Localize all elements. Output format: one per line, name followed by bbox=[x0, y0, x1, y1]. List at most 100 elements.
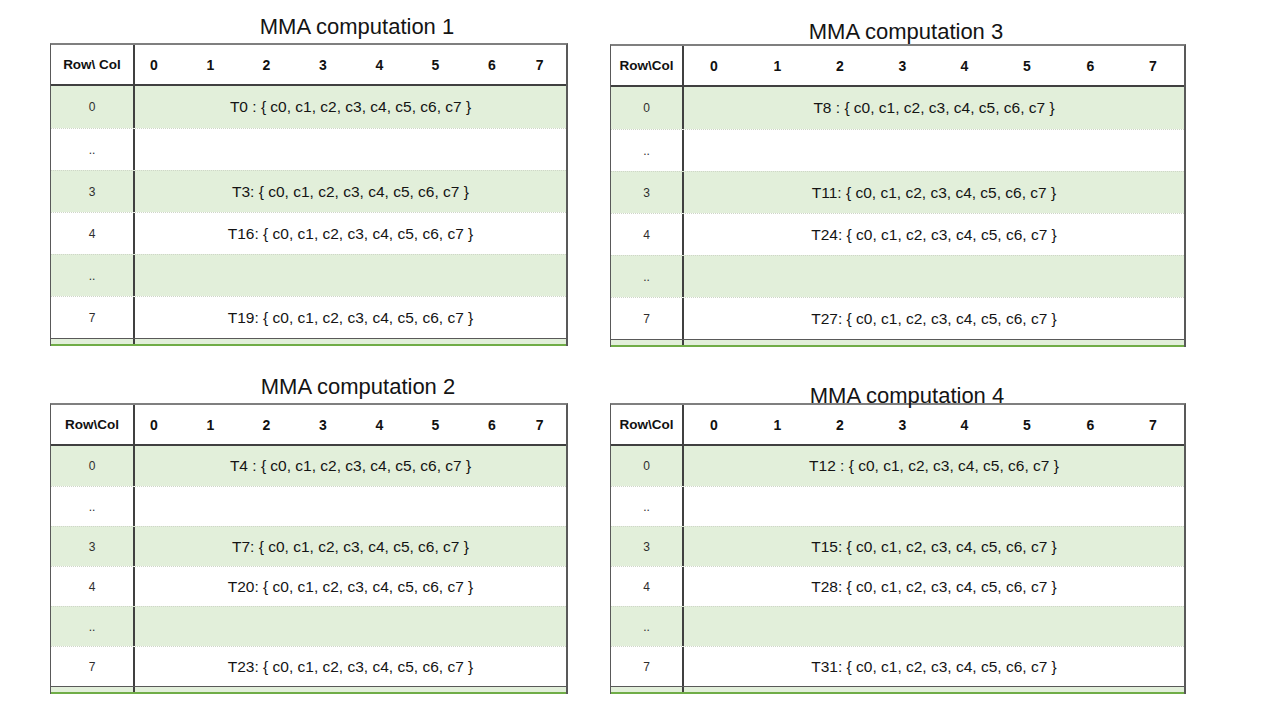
col-header-4: 4 bbox=[375, 57, 383, 73]
col-header-5: 5 bbox=[1023, 58, 1031, 74]
table-row: 0 T0 : { c0, c1, c2, c3, c4, c5, c6, c7 … bbox=[51, 86, 566, 128]
cropped-row-value-cell bbox=[135, 339, 566, 344]
row-value: T15: { c0, c1, c2, c3, c4, c5, c6, c7 } bbox=[684, 527, 1184, 566]
cropped-next-row bbox=[51, 687, 566, 694]
col-header-1: 1 bbox=[207, 57, 215, 73]
row-label: .. bbox=[51, 607, 135, 646]
table-body: 0 T4 : { c0, c1, c2, c3, c4, c5, c6, c7 … bbox=[51, 446, 566, 687]
row-label: 3 bbox=[51, 527, 135, 566]
row-value: T20: { c0, c1, c2, c3, c4, c5, c6, c7 } bbox=[135, 567, 566, 606]
col-header-6: 6 bbox=[1087, 417, 1095, 433]
cropped-row-label-cell bbox=[51, 687, 135, 692]
cropped-row-value-cell bbox=[684, 340, 1184, 345]
row-label: .. bbox=[611, 607, 684, 646]
col-header-7: 7 bbox=[1149, 58, 1157, 74]
table-row: 0 T8 : { c0, c1, c2, c3, c4, c5, c6, c7 … bbox=[611, 87, 1184, 129]
col-header-5: 5 bbox=[1023, 417, 1031, 433]
row-value: T7: { c0, c1, c2, c3, c4, c5, c6, c7 } bbox=[135, 527, 566, 566]
table-row: 7 T27: { c0, c1, c2, c3, c4, c5, c6, c7 … bbox=[611, 297, 1184, 339]
col-header-3: 3 bbox=[319, 417, 327, 433]
col-header-7: 7 bbox=[536, 57, 544, 73]
row-value: T0 : { c0, c1, c2, c3, c4, c5, c6, c7 } bbox=[135, 86, 566, 128]
row-label: 7 bbox=[51, 647, 135, 686]
row-value: T11: { c0, c1, c2, c3, c4, c5, c6, c7 } bbox=[684, 172, 1184, 213]
cropped-row-label-cell bbox=[611, 340, 684, 345]
table-row: .. bbox=[611, 486, 1184, 526]
row-value bbox=[135, 255, 566, 296]
row-value: T24: { c0, c1, c2, c3, c4, c5, c6, c7 } bbox=[684, 214, 1184, 255]
table-row: 7 T31: { c0, c1, c2, c3, c4, c5, c6, c7 … bbox=[611, 646, 1184, 686]
col-header-0: 0 bbox=[710, 58, 718, 74]
mma-table-2: MMA computation 2 Row\Col 0 1 2 3 4 5 6 … bbox=[50, 403, 568, 694]
table-row: .. bbox=[51, 486, 566, 526]
row-label: .. bbox=[611, 487, 684, 526]
table-title: MMA computation 1 bbox=[260, 14, 454, 40]
corner-header: Row\Col bbox=[611, 46, 684, 85]
col-header-2: 2 bbox=[836, 58, 844, 74]
row-label: .. bbox=[51, 255, 135, 296]
col-header-2: 2 bbox=[836, 417, 844, 433]
col-header-7: 7 bbox=[1149, 417, 1157, 433]
col-header-3: 3 bbox=[899, 58, 907, 74]
table-title: MMA computation 3 bbox=[809, 19, 1003, 45]
row-value bbox=[684, 256, 1184, 297]
table-body: 0 T0 : { c0, c1, c2, c3, c4, c5, c6, c7 … bbox=[51, 86, 566, 339]
row-value: T8 : { c0, c1, c2, c3, c4, c5, c6, c7 } bbox=[684, 87, 1184, 129]
table-row: 0 T12 : { c0, c1, c2, c3, c4, c5, c6, c7… bbox=[611, 446, 1184, 486]
row-label: 7 bbox=[611, 298, 684, 339]
row-value: T16: { c0, c1, c2, c3, c4, c5, c6, c7 } bbox=[135, 213, 566, 254]
cropped-next-row bbox=[611, 340, 1184, 347]
column-headers: 0 1 2 3 4 5 6 7 bbox=[684, 46, 1184, 85]
row-label: 0 bbox=[611, 87, 684, 129]
col-header-0: 0 bbox=[710, 417, 718, 433]
cropped-row-value-cell bbox=[684, 687, 1184, 692]
row-label: .. bbox=[611, 256, 684, 297]
row-value bbox=[684, 487, 1184, 526]
row-label: 3 bbox=[611, 172, 684, 213]
table-row: .. bbox=[611, 606, 1184, 646]
row-value bbox=[684, 130, 1184, 171]
col-header-6: 6 bbox=[488, 417, 496, 433]
table-row: .. bbox=[611, 255, 1184, 297]
row-label: .. bbox=[51, 129, 135, 170]
row-value: T31: { c0, c1, c2, c3, c4, c5, c6, c7 } bbox=[684, 647, 1184, 686]
header-row: Row\Col 0 1 2 3 4 5 6 7 bbox=[611, 46, 1184, 87]
row-value: T19: { c0, c1, c2, c3, c4, c5, c6, c7 } bbox=[135, 297, 566, 338]
col-header-3: 3 bbox=[319, 57, 327, 73]
cropped-row-value-cell bbox=[135, 687, 566, 692]
row-label: 3 bbox=[51, 171, 135, 212]
row-value bbox=[135, 487, 566, 526]
row-value: T3: { c0, c1, c2, c3, c4, c5, c6, c7 } bbox=[135, 171, 566, 212]
mma-table-4: MMA computation 4 Row\Col 0 1 2 3 4 5 6 … bbox=[610, 403, 1186, 694]
table-row: 7 T19: { c0, c1, c2, c3, c4, c5, c6, c7 … bbox=[51, 296, 566, 338]
corner-header: Row\ Col bbox=[51, 45, 135, 84]
table-row: 0 T4 : { c0, c1, c2, c3, c4, c5, c6, c7 … bbox=[51, 446, 566, 486]
table-row: 3 T11: { c0, c1, c2, c3, c4, c5, c6, c7 … bbox=[611, 171, 1184, 213]
row-value: T27: { c0, c1, c2, c3, c4, c5, c6, c7 } bbox=[684, 298, 1184, 339]
row-label: 3 bbox=[611, 527, 684, 566]
col-header-0: 0 bbox=[150, 417, 158, 433]
col-header-6: 6 bbox=[488, 57, 496, 73]
page: MMA computation 1 Row\ Col 0 1 2 3 4 5 6… bbox=[0, 0, 1280, 720]
col-header-1: 1 bbox=[774, 417, 782, 433]
cropped-row-label-cell bbox=[611, 687, 684, 692]
col-header-6: 6 bbox=[1087, 58, 1095, 74]
table-body: 0 T8 : { c0, c1, c2, c3, c4, c5, c6, c7 … bbox=[611, 87, 1184, 340]
column-headers: 0 1 2 3 4 5 6 7 bbox=[684, 405, 1184, 444]
row-value bbox=[135, 607, 566, 646]
table-row: .. bbox=[611, 129, 1184, 171]
row-label: .. bbox=[611, 130, 684, 171]
col-header-4: 4 bbox=[961, 58, 969, 74]
col-header-5: 5 bbox=[432, 57, 440, 73]
table-row: 4 T24: { c0, c1, c2, c3, c4, c5, c6, c7 … bbox=[611, 213, 1184, 255]
row-label: 0 bbox=[611, 446, 684, 486]
col-header-4: 4 bbox=[375, 417, 383, 433]
row-value: T23: { c0, c1, c2, c3, c4, c5, c6, c7 } bbox=[135, 647, 566, 686]
col-header-2: 2 bbox=[263, 57, 271, 73]
mma-table-1: MMA computation 1 Row\ Col 0 1 2 3 4 5 6… bbox=[50, 43, 568, 346]
table-row: .. bbox=[51, 254, 566, 296]
header-row: Row\ Col 0 1 2 3 4 5 6 7 bbox=[51, 45, 566, 86]
row-value: T28: { c0, c1, c2, c3, c4, c5, c6, c7 } bbox=[684, 567, 1184, 606]
row-label: 4 bbox=[51, 567, 135, 606]
row-value: T12 : { c0, c1, c2, c3, c4, c5, c6, c7 } bbox=[684, 446, 1184, 486]
